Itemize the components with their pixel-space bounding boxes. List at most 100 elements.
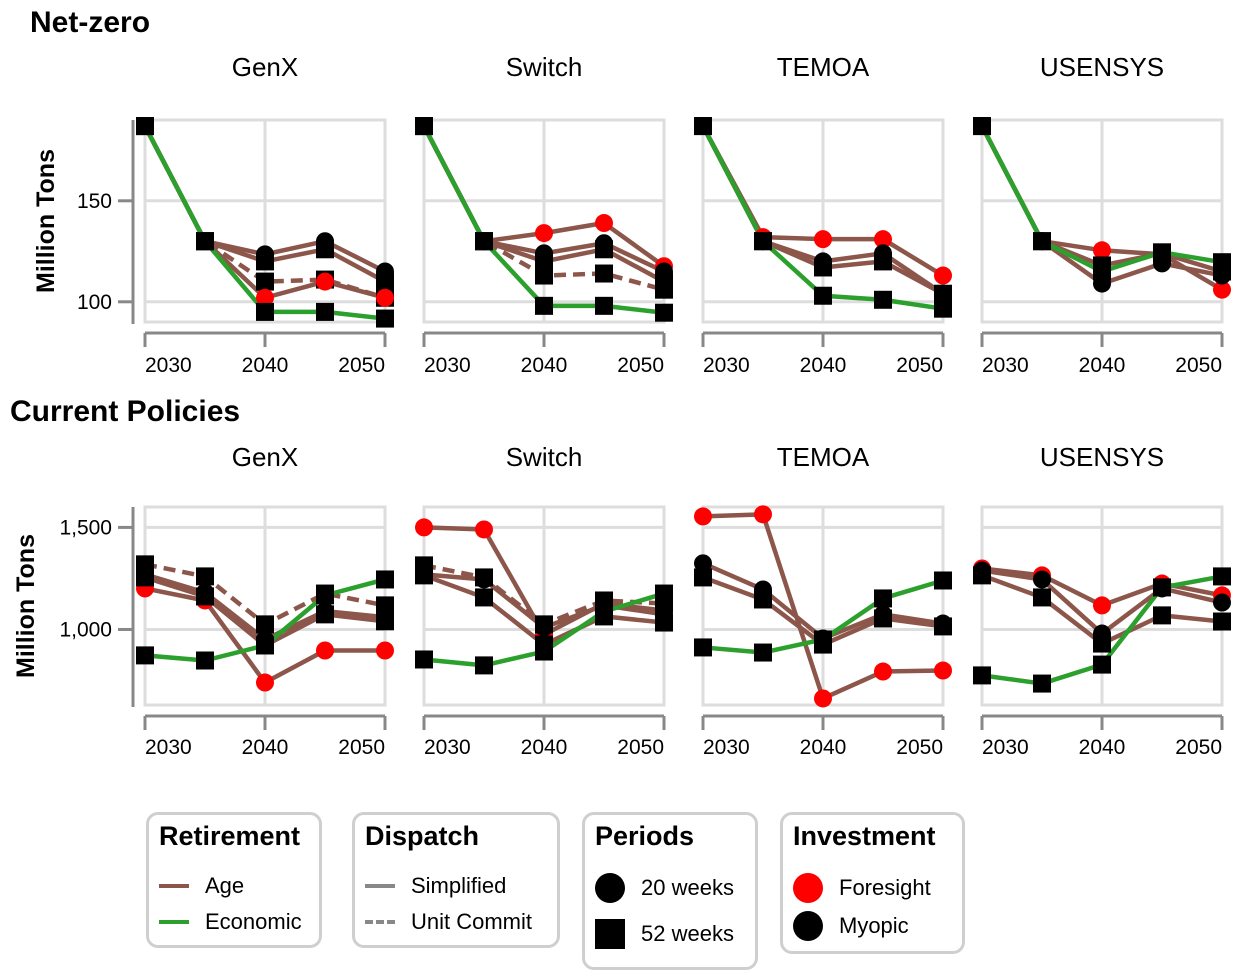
legend-label: 52 weeks xyxy=(641,921,734,946)
x-tick-label: 2050 xyxy=(338,354,385,377)
age-line-swatch xyxy=(159,884,189,888)
x-tick-label: 2050 xyxy=(338,736,385,759)
data-point-circle xyxy=(1033,570,1051,589)
data-point-circle xyxy=(256,673,274,692)
legend-label: Myopic xyxy=(839,913,909,938)
data-point-circle xyxy=(1093,241,1111,260)
x-tick-label: 2040 xyxy=(1079,736,1126,759)
data-point-square xyxy=(1213,253,1231,272)
data-point-square xyxy=(196,567,214,586)
facet-usensys-0: USENSYS 2030 2040 2050 xyxy=(973,52,1231,377)
data-point-square xyxy=(1153,243,1171,262)
data-point-circle xyxy=(376,641,394,660)
facet-title: TEMOA xyxy=(777,442,870,472)
data-point-square xyxy=(754,232,772,251)
legend-label: Simplified xyxy=(411,873,507,898)
facet-genx-1: GenX 2030 2040 2050 xyxy=(136,442,394,759)
x-tick-label: 2030 xyxy=(145,354,192,377)
x-tick-label: 2050 xyxy=(1175,354,1222,377)
data-point-circle xyxy=(415,518,433,537)
x-tick-label: 2050 xyxy=(896,736,943,759)
x-tick-label: 2030 xyxy=(424,354,471,377)
data-point-square xyxy=(1153,578,1171,597)
data-point-square xyxy=(316,302,334,321)
legend-item-52-weeks: 52 weeks xyxy=(595,919,734,949)
y-axis-title: Million Tons xyxy=(12,534,40,678)
data-point-circle xyxy=(814,230,832,249)
y-tick-label: 100 xyxy=(77,291,112,314)
data-point-square xyxy=(376,612,394,631)
legend-item-unit-commit: Unit Commit xyxy=(365,909,532,935)
facet-title: USENSYS xyxy=(1040,52,1164,82)
data-point-circle xyxy=(475,570,493,589)
x-tick-label: 2040 xyxy=(521,354,568,377)
legend-investment: Investment Foresight Myopic xyxy=(780,812,965,954)
legend-retirement-title: Retirement xyxy=(159,821,301,851)
data-point-square xyxy=(535,642,553,661)
facet-switch-0: Switch 2030 2040 2050 xyxy=(415,52,673,377)
data-point-square xyxy=(196,587,214,606)
y-tick-label: 150 xyxy=(77,190,112,213)
data-point-circle xyxy=(874,230,892,249)
data-point-circle xyxy=(694,507,712,526)
data-point-square xyxy=(376,309,394,328)
economic-line-swatch xyxy=(159,920,189,924)
x-tick-label: 2050 xyxy=(617,736,664,759)
data-point-square xyxy=(136,117,154,136)
data-point-square xyxy=(1033,232,1051,251)
data-point-square xyxy=(694,117,712,136)
data-point-square xyxy=(655,584,673,603)
data-point-square xyxy=(874,589,892,608)
legend-periods: Periods 20 weeks 52 weeks xyxy=(582,812,758,970)
data-point-square xyxy=(655,613,673,632)
data-point-square xyxy=(874,252,892,271)
square-marker-icon xyxy=(595,919,625,949)
solid-line-swatch xyxy=(365,884,395,888)
data-point-square xyxy=(1033,588,1051,607)
data-point-circle xyxy=(256,288,274,307)
data-point-square xyxy=(256,302,274,321)
data-point-square xyxy=(595,240,613,259)
data-point-square xyxy=(1093,262,1111,281)
data-point-square xyxy=(595,602,613,621)
data-point-circle xyxy=(316,641,334,660)
facet-title: GenX xyxy=(232,442,299,472)
data-point-square xyxy=(814,630,832,649)
y-tick-label: 1,000 xyxy=(59,618,112,641)
legend-item-age: Age xyxy=(159,873,244,899)
facet-usensys-1: USENSYS 2030 2040 2050 xyxy=(973,442,1231,759)
data-point-square xyxy=(376,570,394,589)
x-tick-label: 2040 xyxy=(521,736,568,759)
x-tick-label: 2040 xyxy=(1079,354,1126,377)
data-point-circle xyxy=(874,662,892,681)
legend-investment-title: Investment xyxy=(793,821,936,851)
data-point-square xyxy=(694,638,712,657)
facet-title: Switch xyxy=(506,442,583,472)
data-point-square xyxy=(934,571,952,590)
x-tick-label: 2030 xyxy=(703,354,750,377)
data-point-circle xyxy=(814,689,832,708)
x-tick-label: 2030 xyxy=(145,736,192,759)
data-point-square xyxy=(973,566,991,585)
data-point-square xyxy=(814,258,832,277)
data-point-square xyxy=(415,117,433,136)
data-point-square xyxy=(1213,612,1231,631)
x-tick-label: 2040 xyxy=(242,736,289,759)
data-point-square xyxy=(316,240,334,259)
data-point-square xyxy=(136,646,154,665)
data-point-circle xyxy=(316,272,334,291)
data-point-square xyxy=(655,280,673,299)
black-dot-icon xyxy=(793,911,823,941)
data-point-circle xyxy=(1093,596,1111,615)
x-tick-label: 2030 xyxy=(982,354,1029,377)
facet-title: USENSYS xyxy=(1040,442,1164,472)
legend-dispatch-title: Dispatch xyxy=(365,821,480,851)
data-point-square xyxy=(934,617,952,636)
data-point-square xyxy=(136,568,154,587)
data-point-square xyxy=(595,264,613,283)
circle-marker-icon xyxy=(595,873,625,903)
data-point-square xyxy=(1093,655,1111,674)
data-point-circle xyxy=(1213,280,1231,299)
data-point-square xyxy=(196,232,214,251)
data-point-square xyxy=(754,590,772,609)
